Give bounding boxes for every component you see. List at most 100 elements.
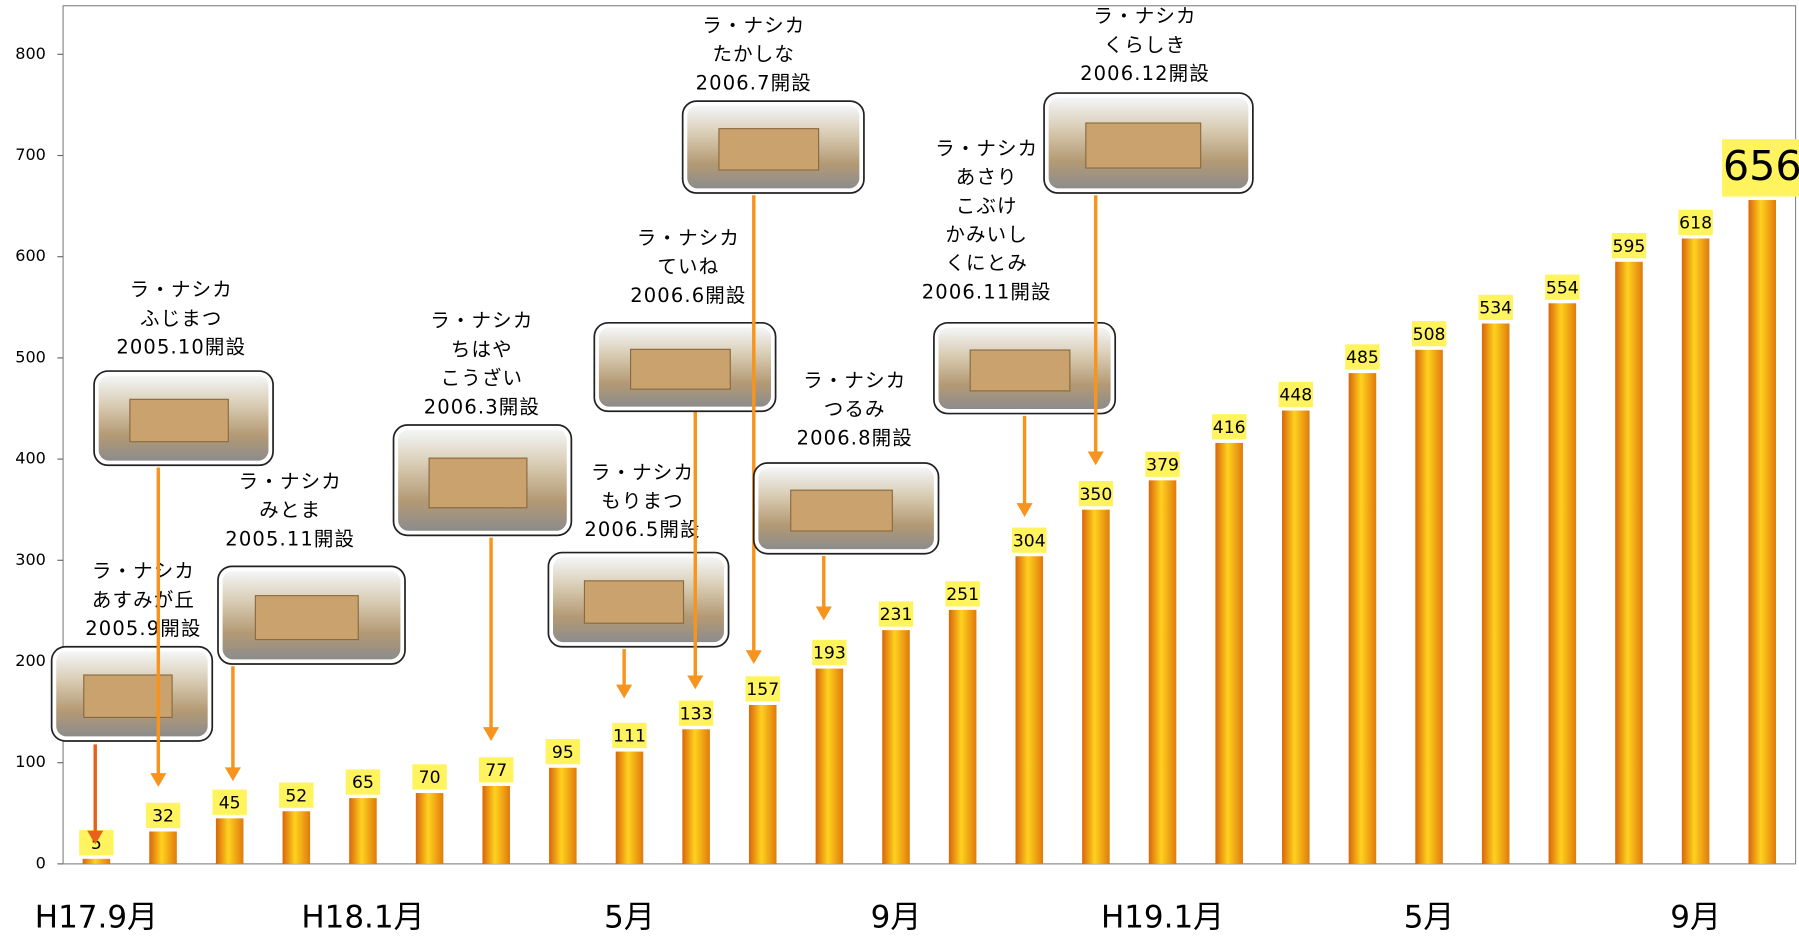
y-tick-label: 200: [15, 651, 46, 670]
value-label: 251: [946, 585, 979, 605]
bar: [416, 793, 444, 864]
value-label: 70: [419, 768, 441, 788]
annotation-arrowhead: [616, 685, 632, 699]
bar: [549, 768, 577, 864]
annotation-text: ていね: [657, 255, 719, 278]
photo-building: [429, 458, 527, 508]
bar: [149, 832, 177, 864]
annotation-text: みとま: [259, 499, 321, 522]
value-label: 534: [1479, 299, 1512, 319]
bar: [1415, 350, 1443, 864]
value-label: 157: [746, 680, 779, 700]
bar: [816, 669, 844, 864]
bar: [1615, 262, 1643, 864]
annotation-text: 2006.6開設: [630, 284, 746, 307]
y-tick-label: 300: [15, 550, 46, 569]
value-label: 379: [1146, 455, 1179, 475]
annotation-text: ラ・ナシカ: [130, 278, 233, 301]
value-label: 485: [1346, 348, 1379, 368]
annotation-text: 2006.3開設: [424, 395, 540, 418]
bar: [216, 818, 244, 864]
value-label: 95: [552, 743, 574, 763]
photo-building: [584, 581, 683, 623]
x-tick-label: H19.1月: [1101, 900, 1224, 936]
bar: [616, 752, 644, 864]
value-label: 618: [1679, 214, 1712, 234]
annotation-arrowhead: [483, 727, 499, 741]
annotation-text: ラ・ナシカ: [803, 369, 906, 392]
bar: [83, 859, 111, 864]
page: 0100200300400500600700800H17.9月5324552H1…: [0, 0, 1799, 942]
bar: [949, 610, 977, 864]
y-tick-label: 500: [15, 347, 46, 366]
annotation-text: 2006.11開設: [922, 280, 1052, 303]
value-label: 304: [1013, 531, 1046, 551]
value-label: 416: [1213, 418, 1246, 438]
photo-building: [1086, 123, 1201, 168]
annotation-arrowhead: [225, 767, 241, 781]
photo-building: [791, 490, 893, 531]
annotation-text: 2006.12開設: [1080, 62, 1210, 85]
annotation-text: ラ・ナシカ: [637, 226, 740, 249]
annotation-arrowhead: [1088, 451, 1104, 465]
annotation-text: 2005.9開設: [85, 617, 201, 640]
annotation-text: かみいし: [945, 223, 1028, 246]
y-tick-label: 100: [15, 752, 46, 771]
annotation-text: ふじまつ: [140, 307, 223, 330]
bar: [1748, 200, 1776, 864]
bar: [1082, 510, 1110, 864]
bar: [882, 630, 910, 864]
y-tick-label: 800: [15, 44, 46, 63]
annotation-text: くらしき: [1104, 33, 1187, 56]
value-label: 231: [880, 605, 913, 625]
value-label: 554: [1546, 278, 1579, 298]
x-tick-label: 5月: [604, 900, 655, 936]
value-label: 133: [680, 704, 713, 724]
bar: [682, 729, 710, 864]
value-label: 595: [1613, 237, 1646, 257]
annotation-arrowhead: [687, 675, 703, 689]
annotation-text: ちはや: [451, 338, 513, 361]
value-label: 448: [1279, 386, 1312, 406]
annotation-text: たかしな: [713, 43, 796, 66]
bar: [1682, 238, 1710, 863]
y-tick-label: 400: [15, 449, 46, 468]
bar: [1215, 443, 1243, 864]
annotation-text: ラ・ナシカ: [92, 560, 195, 583]
bar: [1016, 556, 1044, 864]
annotation-text: ラ・ナシカ: [935, 137, 1038, 160]
photo-building: [631, 349, 731, 389]
bar: [1349, 373, 1377, 864]
chart: 0100200300400500600700800H17.9月5324552H1…: [0, 0, 1799, 942]
annotation-text: あさり: [956, 166, 1018, 189]
annotation-text: ラ・ナシカ: [702, 14, 805, 37]
annotation-text: こぶけ: [956, 194, 1018, 217]
photo-building: [970, 350, 1070, 391]
annotation-text: ラ・ナシカ: [591, 461, 694, 484]
bar: [749, 705, 777, 864]
annotation-text: 2005.11開設: [225, 527, 355, 550]
bar: [482, 786, 510, 864]
value-label: 193: [813, 644, 846, 664]
photo-building: [130, 399, 228, 441]
y-tick-label: 700: [15, 145, 46, 164]
value-label: 508: [1413, 325, 1446, 345]
value-label: 52: [285, 786, 307, 806]
x-tick-label: 5月: [1404, 900, 1455, 936]
annotation-text: つるみ: [824, 398, 886, 421]
annotation-text: 2006.8開設: [797, 426, 913, 449]
value-label: 45: [219, 793, 241, 813]
x-tick-label: H18.1月: [301, 900, 424, 936]
x-tick-label: 9月: [1670, 900, 1721, 936]
y-tick-label: 600: [15, 246, 46, 265]
bar: [1549, 303, 1577, 864]
bar: [349, 798, 377, 864]
annotation-text: こうざい: [441, 367, 524, 390]
x-tick-label: 9月: [871, 900, 922, 936]
value-label: 350: [1079, 485, 1112, 505]
photo-building: [255, 596, 358, 640]
annotation-text: 2005.10開設: [116, 336, 246, 359]
annotation-text: ラ・ナシカ: [430, 309, 533, 332]
annotation-text: ラ・ナシカ: [1093, 5, 1196, 28]
value-label: 32: [152, 807, 174, 827]
